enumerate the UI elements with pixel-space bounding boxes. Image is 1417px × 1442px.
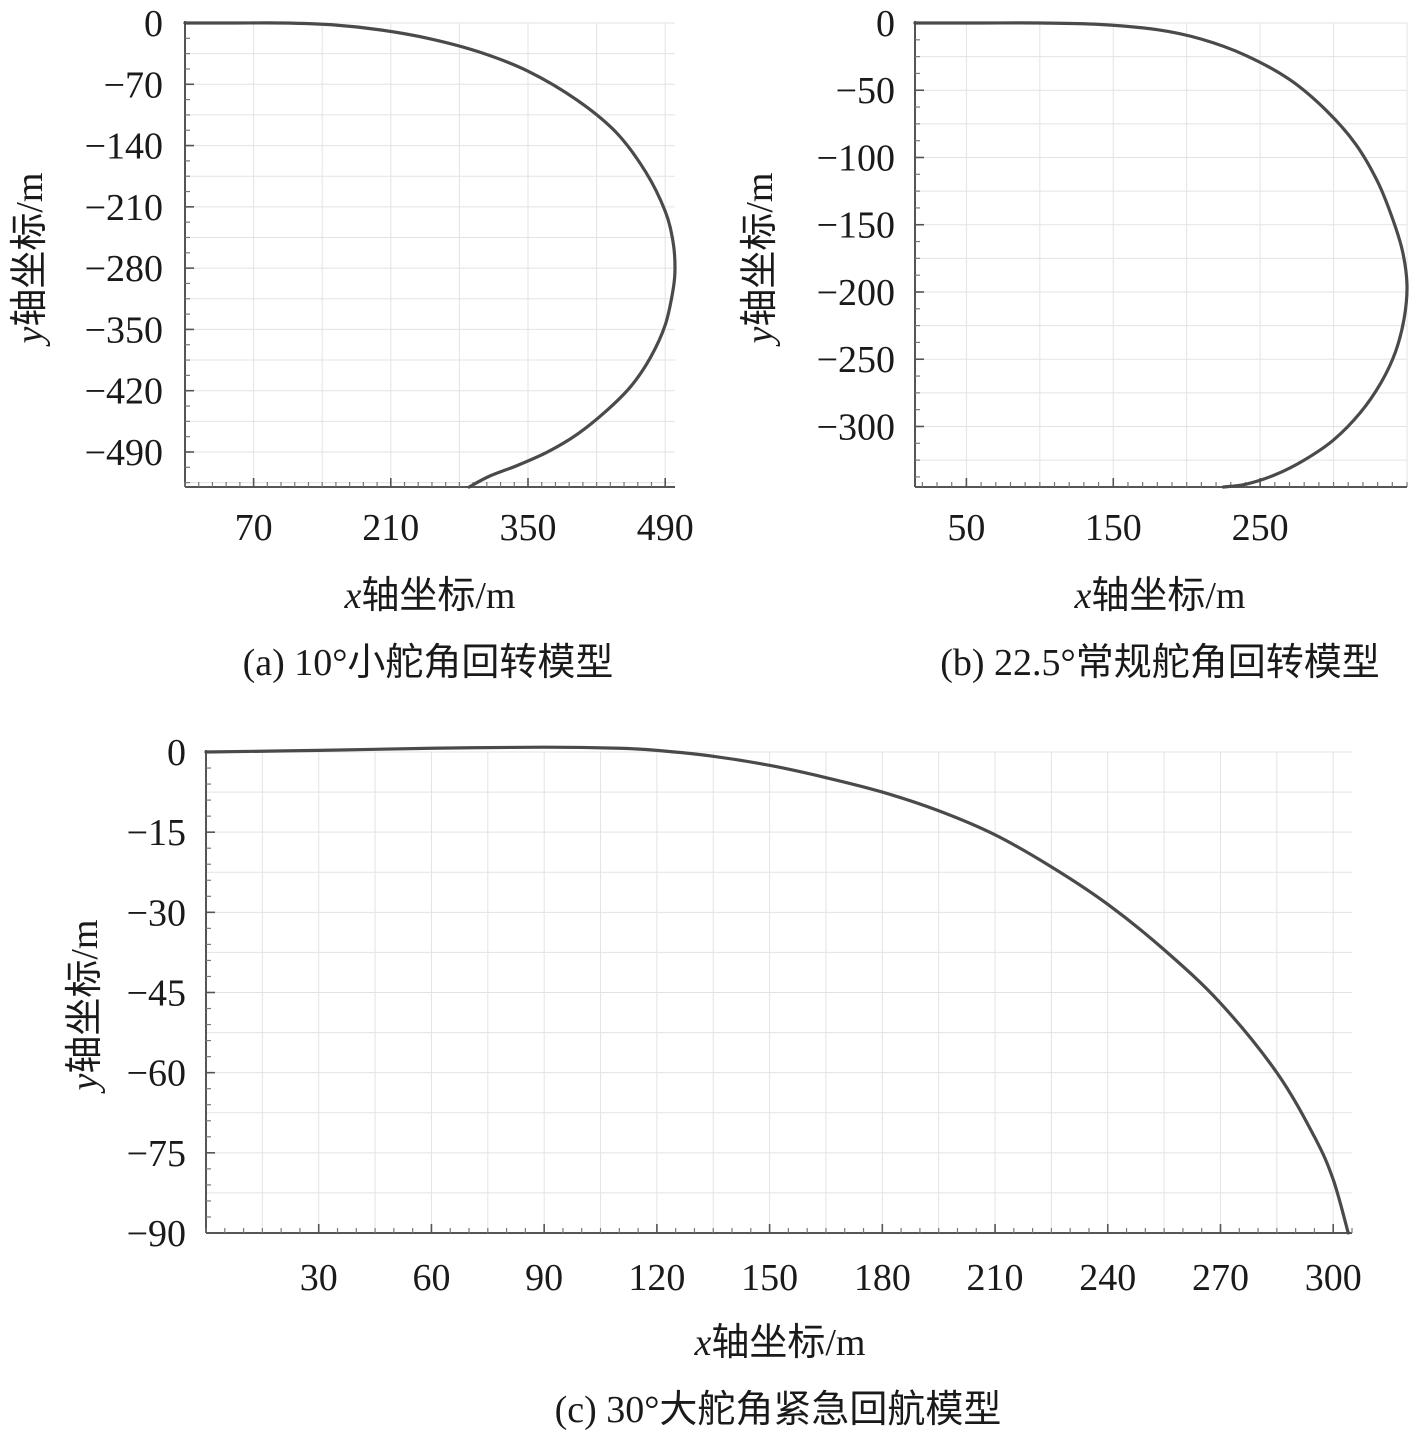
chart-caption: (a) 10°小舵角回转模型 bbox=[243, 642, 614, 684]
y-tick-label: −250 bbox=[817, 339, 895, 381]
y-tick-label: −300 bbox=[817, 406, 895, 448]
y-tick-label: −60 bbox=[127, 1053, 186, 1095]
grid bbox=[184, 22, 675, 487]
x-tick-label: 60 bbox=[412, 1257, 450, 1299]
chart-caption: (c) 30°大舵角紧急回航模型 bbox=[555, 1389, 1002, 1431]
y-tick-label: −210 bbox=[85, 187, 163, 229]
series-line bbox=[204, 745, 1350, 1235]
y-tick-label: −50 bbox=[836, 70, 895, 112]
series-line bbox=[183, 21, 677, 489]
y-tick-label: −15 bbox=[127, 812, 186, 854]
x-tick-label: 210 bbox=[362, 507, 419, 549]
y-tick-label: −140 bbox=[85, 126, 163, 168]
y-tick-label: −100 bbox=[817, 137, 895, 179]
x-tick-label: 120 bbox=[628, 1257, 685, 1299]
y-tick-label: −90 bbox=[127, 1213, 186, 1255]
chart-b: 50 150 250 0 −50 −100 −150 −200 −250 −300 x轴坐标/m y轴… bbox=[739, 3, 1409, 684]
y-tick-label: 0 bbox=[876, 3, 895, 45]
y-tick-label: −350 bbox=[85, 309, 163, 351]
y-tick-label: −420 bbox=[85, 371, 163, 413]
chart-c: 30 60 90 120 150 180 210 240 270 300 0 −15 −30 −45 −60… bbox=[64, 732, 1362, 1431]
y-tick-label: −45 bbox=[127, 973, 186, 1015]
y-axis-title: y轴坐标/m bbox=[64, 920, 106, 1095]
grid bbox=[205, 751, 1352, 1234]
x-tick-label: 90 bbox=[525, 1257, 563, 1299]
x-tick-label: 30 bbox=[300, 1257, 338, 1299]
x-tick-label: 250 bbox=[1232, 507, 1289, 549]
x-tick-label: 240 bbox=[1079, 1257, 1136, 1299]
y-tick-label: 0 bbox=[144, 3, 163, 45]
chart-caption: (b) 22.5°常规舵角回转模型 bbox=[940, 642, 1380, 684]
chart-a: 70 210 350 490 0 −70 −140 −210 −280 −350 −420 −490 x… bbox=[9, 3, 694, 684]
x-tick-label: 490 bbox=[637, 507, 694, 549]
x-axis-title: x轴坐标/m bbox=[344, 575, 516, 617]
x-tick-label: 150 bbox=[741, 1257, 798, 1299]
x-tick-label: 210 bbox=[967, 1257, 1024, 1299]
y-tick-label: −490 bbox=[85, 432, 163, 474]
x-tick-label: 50 bbox=[947, 507, 985, 549]
x-tick-label: 70 bbox=[235, 507, 273, 549]
y-tick-label: −75 bbox=[127, 1133, 186, 1175]
y-axis-title: y轴坐标/m bbox=[9, 173, 51, 348]
x-tick-label: 150 bbox=[1085, 507, 1142, 549]
y-tick-label: −70 bbox=[104, 64, 163, 106]
x-tick-label: 350 bbox=[500, 507, 557, 549]
x-axis-title: x轴坐标/m bbox=[1074, 575, 1246, 617]
x-tick-label: 300 bbox=[1305, 1257, 1362, 1299]
y-tick-label: −200 bbox=[817, 272, 895, 314]
y-tick-label: −30 bbox=[127, 892, 186, 934]
y-tick-label: −280 bbox=[85, 248, 163, 290]
y-tick-label: −150 bbox=[817, 205, 895, 247]
x-axis-title: x轴坐标/m bbox=[694, 1322, 866, 1364]
series-line bbox=[913, 21, 1409, 489]
x-tick-label: 180 bbox=[854, 1257, 911, 1299]
x-tick-label: 270 bbox=[1192, 1257, 1249, 1299]
y-axis-title: y轴坐标/m bbox=[739, 173, 781, 348]
y-tick-label: 0 bbox=[167, 732, 186, 774]
grid bbox=[915, 22, 1408, 487]
